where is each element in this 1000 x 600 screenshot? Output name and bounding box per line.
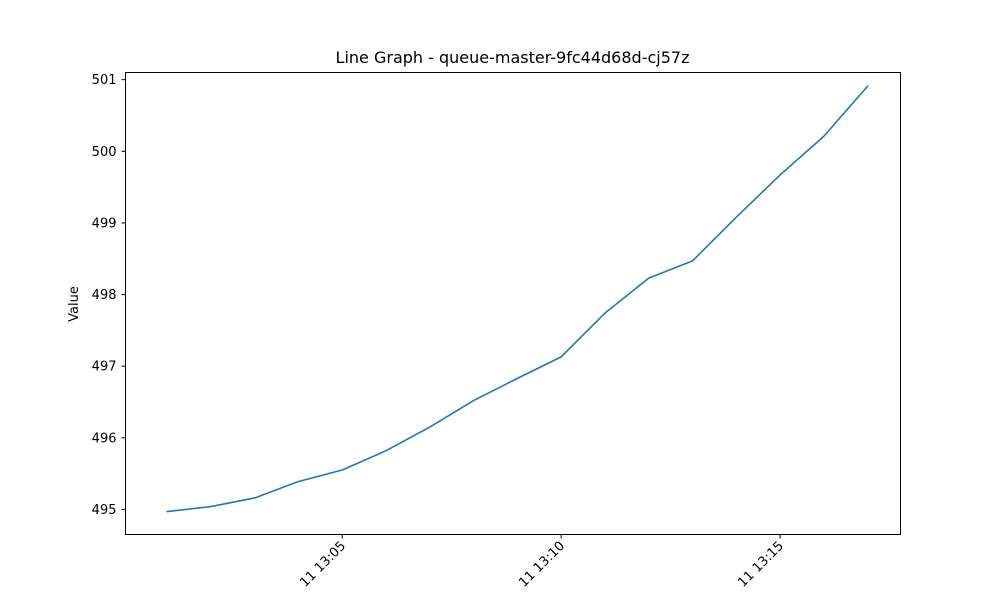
x-tick-label: 11 13:10 — [516, 539, 568, 591]
plot-area-frame — [125, 72, 901, 535]
y-tick-label: 500 — [92, 145, 117, 160]
x-tick-label: 11 13:05 — [297, 539, 349, 591]
y-tick-label: 497 — [92, 360, 117, 375]
x-tick-label: 11 13:15 — [735, 539, 787, 591]
y-tick-label: 498 — [92, 288, 117, 303]
chart-title: Line Graph - queue-master-9fc44d68d-cj57… — [336, 48, 690, 67]
y-axis-ticks: 495 496 497 498 499 500 501 — [92, 73, 126, 518]
x-axis-ticks: 11 13:05 11 13:10 11 13:15 — [297, 534, 787, 591]
y-tick-label: 496 — [92, 431, 117, 446]
y-axis-label: Value — [67, 286, 82, 322]
series-layer — [166, 85, 869, 513]
series-line — [166, 85, 869, 513]
y-tick-label: 499 — [92, 216, 117, 231]
y-tick-label: 495 — [92, 503, 117, 518]
y-tick-label: 501 — [92, 73, 117, 88]
